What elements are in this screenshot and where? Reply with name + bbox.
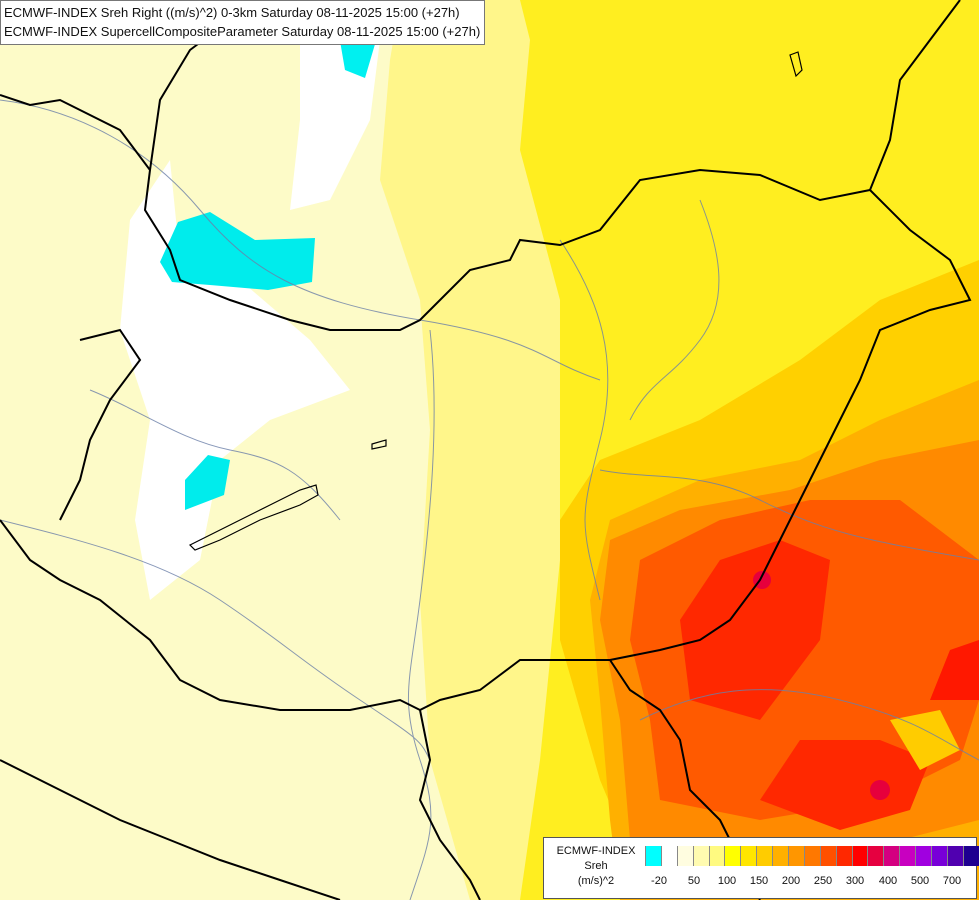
sreh-core-red-east xyxy=(760,740,930,830)
legend-swatches xyxy=(645,846,979,866)
legend-swatch xyxy=(788,846,804,866)
legend-unit: (m/s)^2 xyxy=(577,875,615,887)
river-line xyxy=(408,329,435,900)
border-line xyxy=(59,328,142,521)
river-line xyxy=(559,239,609,601)
legend-swatch xyxy=(931,846,947,866)
legend-swatch xyxy=(676,846,693,866)
legend-tick-label: 700 xyxy=(942,875,962,887)
border-line xyxy=(869,0,961,191)
legend-ticks: -20 50 100 150 200 250 300 400 500 700 xyxy=(645,875,965,891)
sreh-core-red xyxy=(680,540,830,720)
legend-tick-label: 200 xyxy=(781,875,801,887)
legend-swatch xyxy=(819,846,836,866)
river-line xyxy=(639,689,979,761)
legend-swatch xyxy=(915,846,932,866)
legend-variable: Sreh xyxy=(584,860,608,872)
legend-tick-label: 300 xyxy=(845,875,865,887)
river-line xyxy=(629,199,720,421)
sreh-cyan-west-2 xyxy=(185,455,230,510)
legend-tick-label: 250 xyxy=(813,875,833,887)
legend-swatch xyxy=(803,846,820,866)
sreh-lighter-pocket xyxy=(890,710,960,770)
legend-swatch xyxy=(835,846,852,866)
legend-tick-label: 500 xyxy=(910,875,930,887)
border-line xyxy=(0,94,972,711)
legend-swatch xyxy=(660,846,677,866)
legend-tick-label: 100 xyxy=(717,875,737,887)
legend-swatch xyxy=(740,846,757,866)
legend-swatch xyxy=(899,846,916,866)
legend-tick-label: 400 xyxy=(878,875,898,887)
legend-tick-label: -20 xyxy=(651,875,667,887)
map-title-box: ECMWF-INDEX Sreh Right ((m/s)^2) 0-3km S… xyxy=(0,0,486,45)
lake-outline xyxy=(371,439,387,450)
legend-model: ECMWF-INDEX xyxy=(556,845,636,857)
legend-swatch xyxy=(645,846,661,866)
legend-title: ECMWF-INDEX Sreh (m/s)^2 xyxy=(548,844,644,889)
legend-tick-label: 150 xyxy=(749,875,769,887)
map-title-line-1: ECMWF-INDEX Sreh Right ((m/s)^2) 0-3km S… xyxy=(4,5,460,20)
border-line xyxy=(0,519,421,711)
legend-swatch xyxy=(962,846,979,866)
lake-outline xyxy=(188,484,319,551)
river-line xyxy=(0,519,431,761)
legend-swatch xyxy=(883,846,900,866)
sreh-cyan-west xyxy=(160,212,315,290)
river-line xyxy=(599,469,979,561)
legend-swatch xyxy=(756,846,773,866)
legend-swatch xyxy=(946,846,963,866)
map-title-line-2: ECMWF-INDEX SupercellCompositeParameter … xyxy=(4,24,481,39)
sreh-core-red-far-east xyxy=(930,640,979,700)
legend-swatch xyxy=(851,846,868,866)
sreh-max-spot-east xyxy=(870,780,890,800)
color-legend: ECMWF-INDEX Sreh (m/s)^2 -20 50 100 150 200 2… xyxy=(543,837,979,899)
border-line xyxy=(0,759,341,900)
lake-outline xyxy=(789,51,803,78)
legend-tick-label: 50 xyxy=(687,875,701,887)
border-line xyxy=(418,709,481,900)
legend-swatch xyxy=(867,846,884,866)
river-line xyxy=(89,389,341,521)
legend-swatch xyxy=(724,846,741,866)
legend-swatch xyxy=(692,846,709,866)
legend-swatch xyxy=(708,846,725,866)
river-line xyxy=(0,99,601,381)
legend-swatch xyxy=(772,846,789,866)
